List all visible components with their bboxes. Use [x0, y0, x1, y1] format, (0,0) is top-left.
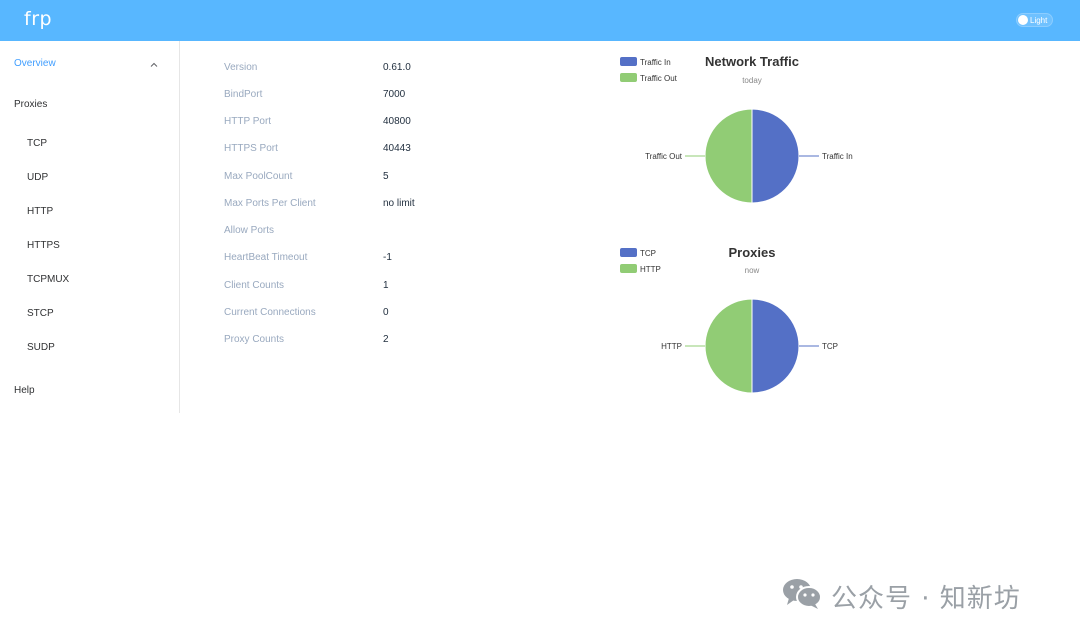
legend-label-traffic-out[interactable]: Traffic Out — [640, 74, 678, 83]
wechat-icon — [783, 579, 822, 609]
theme-label: Light — [1030, 16, 1048, 25]
info-label-https-port: HTTPS Port — [224, 143, 278, 154]
info-value-client-counts: 1 — [383, 280, 389, 291]
legend-label-http[interactable]: HTTP — [640, 265, 661, 274]
pie-slice-traffic-in[interactable] — [751, 108, 800, 204]
chevron-up-icon[interactable] — [150, 61, 158, 69]
brand-logo[interactable]: frp — [24, 8, 53, 30]
info-value-version: 0.61.0 — [383, 62, 411, 73]
legend-label-traffic-in[interactable]: Traffic In — [640, 58, 671, 67]
info-label-max-ports-per-client: Max Ports Per Client — [224, 198, 316, 209]
info-value-proxy-counts: 2 — [383, 334, 389, 345]
slice-label-tcp: TCP — [822, 342, 838, 351]
chart-title: Proxies — [729, 245, 776, 260]
legend-label-tcp[interactable]: TCP — [640, 249, 656, 258]
pie-slice-http[interactable] — [704, 298, 753, 394]
legend-swatch-tcp[interactable] — [620, 248, 637, 257]
info-value-http-port: 40800 — [383, 116, 411, 127]
sidebar-item-http[interactable]: HTTP — [27, 206, 54, 217]
pie-slice-traffic-out[interactable] — [704, 108, 753, 204]
info-value-https-port: 40443 — [383, 143, 411, 154]
info-label-bindport: BindPort — [224, 89, 263, 100]
sidebar-item-https[interactable]: HTTPS — [27, 240, 60, 251]
sidebar-item-tcpmux[interactable]: TCPMUX — [27, 274, 70, 285]
info-value-heartbeat-timeout: -1 — [383, 252, 392, 263]
watermark-text: 公众号 · 知新坊 — [831, 584, 1021, 614]
legend-swatch-traffic-in[interactable] — [620, 57, 637, 66]
sidebar-item-udp[interactable]: UDP — [27, 172, 49, 183]
info-label-version: Version — [224, 62, 258, 73]
info-label-current-connections: Current Connections — [224, 307, 316, 318]
proxies-svg: TCP HTTP TCP HTTP Proxies now — [620, 245, 838, 394]
chart-subtitle: today — [742, 76, 762, 85]
network-traffic-svg: Traffic In Traffic Out Traffic In Traffic … — [620, 54, 853, 204]
info-label-client-counts: Client Counts — [224, 280, 285, 291]
sidebar-item-tcp[interactable]: TCP — [27, 138, 47, 149]
sidebar-item-stcp[interactable]: STCP — [27, 308, 54, 319]
info-label-heartbeat-timeout: HeartBeat Timeout — [224, 252, 308, 263]
toggle-knob — [1018, 15, 1028, 25]
theme-toggle[interactable]: Light — [1016, 13, 1053, 27]
network-traffic-chart: Traffic In Traffic Out Traffic In Traffic … — [600, 50, 920, 230]
wechat-watermark: 公众号 · 知新坊 — [781, 574, 1061, 614]
info-label-allow-ports: Allow Ports — [224, 225, 275, 236]
chart-subtitle: now — [745, 266, 760, 275]
legend-swatch-http[interactable] — [620, 264, 637, 273]
info-value-current-connections: 0 — [383, 307, 389, 318]
sidebar-item-help[interactable]: Help — [14, 385, 35, 396]
sidebar-item-proxies[interactable]: Proxies — [14, 99, 48, 110]
slice-label-traffic-in: Traffic In — [822, 152, 853, 161]
legend-swatch-traffic-out[interactable] — [620, 73, 637, 82]
info-label-http-port: HTTP Port — [224, 116, 272, 127]
info-value-max-ports-per-client: no limit — [383, 198, 415, 209]
pie-slice-tcp[interactable] — [751, 298, 800, 394]
info-label-max-poolcount: Max PoolCount — [224, 171, 293, 182]
slice-label-http: HTTP — [661, 342, 682, 351]
top-header: frp Light — [0, 0, 1080, 41]
proxies-chart: TCP HTTP TCP HTTP Proxies now — [600, 241, 920, 421]
sidebar-menu — [0, 41, 180, 413]
slice-label-traffic-out: Traffic Out — [645, 152, 683, 161]
sidebar-item-sudp[interactable]: SUDP — [27, 342, 55, 353]
info-value-bindport: 7000 — [383, 89, 406, 100]
info-label-proxy-counts: Proxy Counts — [224, 334, 285, 345]
info-value-max-poolcount: 5 — [383, 171, 389, 182]
sidebar-item-overview[interactable]: Overview — [14, 58, 56, 69]
chart-title: Network Traffic — [705, 54, 799, 69]
